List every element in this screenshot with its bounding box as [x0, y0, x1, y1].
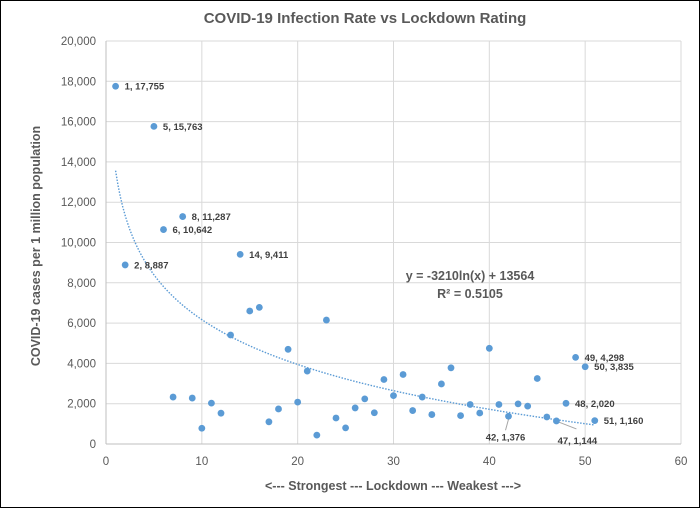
data-point [179, 213, 187, 220]
data-point [581, 363, 589, 371]
data-label: 1, 17,755 [125, 82, 165, 93]
y-tick-label: 4,000 [67, 358, 96, 370]
x-tick-label: 30 [387, 456, 400, 468]
data-point [390, 392, 397, 400]
data-point [591, 417, 599, 425]
data-label: 14, 9,411 [249, 250, 289, 261]
data-point [495, 401, 503, 408]
data-point [361, 395, 369, 403]
data-point [236, 250, 244, 258]
x-tick-label: 10 [195, 456, 208, 468]
data-point [255, 303, 263, 311]
label-leader-lines [505, 419, 577, 431]
data-label: 50, 3,835 [594, 362, 634, 373]
data-point [169, 393, 177, 401]
y-tick-label: 0 [90, 439, 96, 451]
data-point [150, 122, 158, 130]
x-axis-title: <--- Strongest --- Lockdown --- Weakest … [265, 479, 521, 493]
x-axis-ticks: 0 10 20 30 40 50 60 [103, 456, 688, 468]
data-label: 6, 10,642 [173, 225, 213, 236]
x-tick-label: 0 [103, 456, 109, 468]
gridlines [106, 40, 682, 444]
data-point [208, 399, 215, 407]
data-point [217, 409, 225, 417]
data-point [313, 431, 321, 439]
data-point [265, 418, 273, 426]
y-tick-label: 6,000 [67, 318, 96, 330]
y-tick-label: 20,000 [61, 36, 96, 48]
data-point [466, 401, 474, 408]
data-point [457, 412, 464, 419]
data-point [370, 409, 378, 417]
y-tick-label: 10,000 [61, 238, 96, 250]
data-point [447, 364, 455, 372]
data-point [121, 261, 129, 269]
x-tick-label: 40 [483, 456, 496, 468]
data-point [198, 424, 206, 432]
data-point [524, 402, 532, 410]
data-point [418, 393, 426, 401]
x-tick-label: 60 [675, 456, 688, 468]
data-label: 51, 1,160 [604, 416, 644, 427]
data-point [543, 413, 551, 421]
data-point [572, 353, 579, 361]
y-tick-label: 14,000 [61, 157, 96, 169]
data-point [514, 400, 522, 408]
trendline [114, 170, 595, 426]
data-points [112, 82, 599, 439]
data-label: 2, 8,887 [134, 260, 168, 271]
data-point [428, 411, 436, 418]
data-point [505, 412, 512, 420]
leader-line [558, 421, 577, 430]
data-point [342, 424, 349, 432]
data-point [409, 407, 417, 414]
y-tick-label: 12,000 [61, 197, 96, 209]
data-label: 48, 2,020 [575, 399, 615, 410]
data-point [188, 394, 196, 402]
data-point [227, 331, 234, 339]
data-point [246, 307, 254, 315]
data-point [284, 345, 292, 353]
leader-line [505, 419, 509, 431]
data-point [476, 409, 484, 417]
data-point [438, 380, 445, 388]
trendline-r-squared: R² = 0.5105 [437, 287, 503, 301]
data-point [351, 404, 359, 412]
data-point [553, 417, 560, 425]
y-tick-label: 16,000 [61, 117, 96, 129]
x-tick-label: 20 [291, 456, 304, 468]
data-point [562, 399, 570, 407]
x-tick-label: 50 [579, 456, 592, 468]
data-point [485, 344, 493, 352]
data-point [323, 316, 330, 324]
data-point [294, 398, 302, 406]
data-point [399, 371, 407, 378]
data-point [112, 82, 119, 90]
y-tick-label: 18,000 [61, 76, 96, 88]
y-tick-label: 8,000 [67, 278, 96, 290]
axes [105, 41, 681, 445]
data-labels: 1, 17,755 2, 8,887 5, 15,763 6, 10,642 8, 11… [125, 82, 644, 447]
data-label: 42, 1,376 [486, 432, 526, 443]
y-axis-title: COVID-19 cases per 1 million population [29, 126, 43, 366]
chart-title: COVID-19 Infection Rate vs Lockdown Rati… [204, 10, 527, 27]
data-point [332, 414, 340, 422]
data-label: 47, 1,144 [558, 436, 598, 447]
data-point [533, 375, 541, 382]
y-axis-ticks: 0 2,000 4,000 6,000 8,000 10,000 12,000 14,000 1… [61, 36, 96, 451]
data-point [380, 376, 388, 383]
data-label: 5, 15,763 [163, 122, 203, 133]
data-point [275, 405, 282, 413]
trendline-equation: y = -3210ln(x) + 13564 [406, 269, 535, 283]
data-point [303, 367, 311, 375]
y-tick-label: 2,000 [67, 399, 96, 411]
data-point [160, 226, 167, 233]
data-label: 49, 4,298 [585, 353, 625, 364]
data-label: 8, 11,287 [192, 212, 231, 223]
